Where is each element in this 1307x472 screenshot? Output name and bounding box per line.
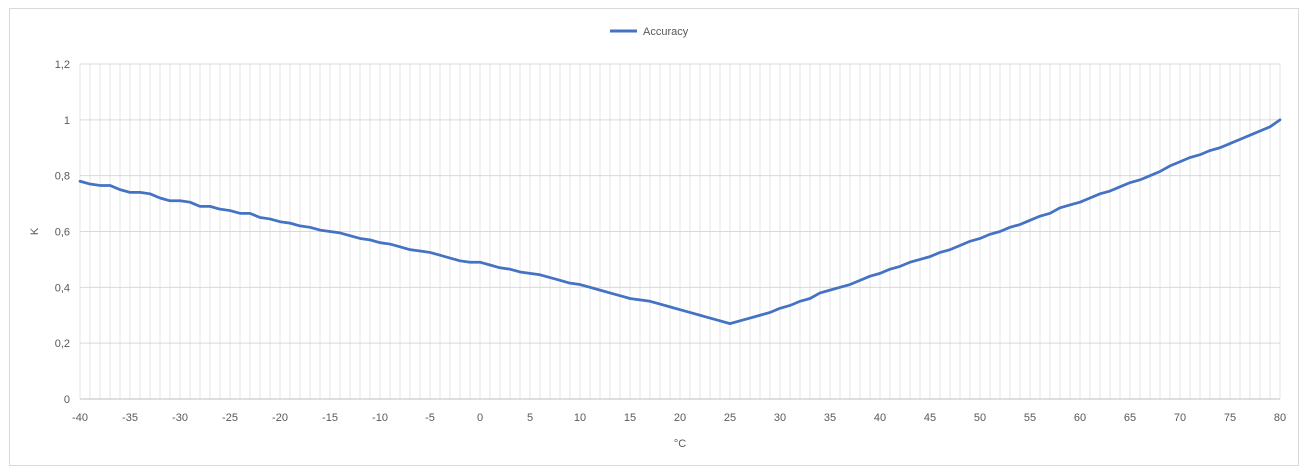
line-chart: 0 0,2 0,4 0,6 0,8 1 1,2 -40 -35 -30 -25 -20 -15 -10 -5… [29,26,1286,450]
y-axis-title: K [29,227,41,235]
x-tick-label: -35 [122,412,138,424]
x-tick-label: -10 [372,412,388,424]
x-axis-title: °C [674,438,686,450]
x-tick-label: -40 [72,412,88,424]
x-tick-label: 30 [774,412,786,424]
legend-label-accuracy: Accuracy [643,26,689,38]
legend: Accuracy [610,26,689,38]
x-tick-label: 0 [477,412,483,424]
chart-frame: 0 0,2 0,4 0,6 0,8 1 1,2 -40 -35 -30 -25 -20 -15 -10 -5… [9,8,1299,466]
y-tick-label: 0,6 [55,227,70,239]
x-tick-label: 35 [824,412,836,424]
x-tick-label: 60 [1074,412,1086,424]
x-tick-label: -15 [322,412,338,424]
x-tick-label: -25 [222,412,238,424]
x-tick-label: 80 [1274,412,1286,424]
x-tick-label: 25 [724,412,736,424]
x-tick-label: 50 [974,412,986,424]
x-tick-label: 20 [674,412,686,424]
x-tick-label: -20 [272,412,288,424]
x-tick-label: -5 [425,412,435,424]
y-tick-label: 0,2 [55,338,70,350]
x-tick-label: 70 [1174,412,1186,424]
y-tick-label: 0 [64,394,70,406]
y-tick-label: 0,8 [55,171,70,183]
x-tick-label: 45 [924,412,936,424]
grid [79,63,1281,399]
x-tick-label: 5 [527,412,533,424]
x-tick-label: 55 [1024,412,1036,424]
x-tick-label: 15 [624,412,636,424]
x-tick-label: -30 [172,412,188,424]
series-layer [78,118,1282,326]
x-tick-label: 40 [874,412,886,424]
y-tick-label: 1,2 [55,59,70,71]
x-tick-label: 75 [1224,412,1236,424]
y-tick-label: 0,4 [55,282,70,294]
axes: 0 0,2 0,4 0,6 0,8 1 1,2 -40 -35 -30 -25 -20 -15 -10 -5… [55,59,1286,424]
x-tick-label: 10 [574,412,586,424]
x-tick-label: 65 [1124,412,1136,424]
y-tick-label: 1 [64,115,70,127]
series-line-accuracy [78,118,1282,326]
